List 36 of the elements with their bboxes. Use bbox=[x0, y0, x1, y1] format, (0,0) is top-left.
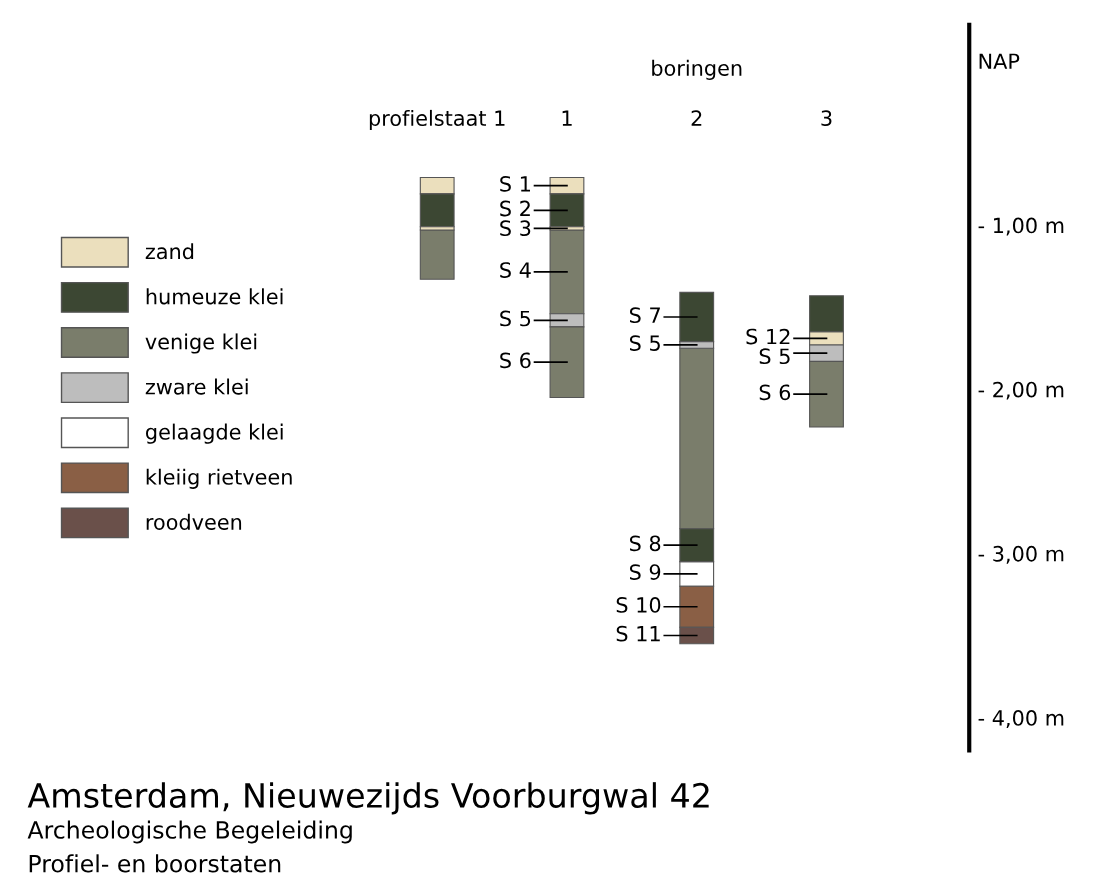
y-tick-label: - 2,00 m bbox=[978, 381, 1064, 400]
text: Archeologische Begeleiding bbox=[27, 820, 352, 844]
text: Profiel- en boorstaten bbox=[29, 854, 281, 873]
annotation: S 2 bbox=[500, 200, 530, 217]
legend-label: roodveen bbox=[146, 513, 242, 530]
y-tick-label: - 4,00 m bbox=[978, 710, 1064, 728]
annotation: S 10 bbox=[616, 597, 661, 613]
annotation: S 7 bbox=[629, 307, 660, 324]
y-tick-label: - 3,00 m bbox=[978, 545, 1064, 564]
annotation: S 5 bbox=[759, 348, 790, 365]
annotation: S 5 bbox=[629, 335, 660, 351]
bar bbox=[419, 229, 455, 280]
x-tick-label: 1 bbox=[562, 110, 572, 126]
y-tick-label: NAP bbox=[979, 53, 1020, 69]
annotation: S 3 bbox=[500, 220, 531, 237]
annotation: S 5 bbox=[500, 310, 531, 327]
x-axis-title: boringen bbox=[652, 59, 742, 80]
x-tick-label: 3 bbox=[821, 110, 832, 127]
legend-label: gelaagde klei bbox=[146, 423, 283, 444]
annotation: S 12 bbox=[746, 328, 790, 345]
annotation: S 6 bbox=[759, 384, 791, 401]
legend-label: kleiig rietveen bbox=[146, 468, 292, 489]
legend-label: venige klei bbox=[145, 333, 257, 354]
annotation: S 1 bbox=[500, 175, 530, 192]
x-tick-label: 2 bbox=[691, 110, 702, 126]
annotation: S 6 bbox=[500, 352, 531, 369]
annotation: S 4 bbox=[500, 262, 531, 278]
annotation: S 9 bbox=[629, 564, 661, 580]
y-tick-label: - 1,00 m bbox=[978, 217, 1064, 236]
annotation: S 11 bbox=[616, 625, 660, 642]
legend-label: zand bbox=[145, 243, 194, 260]
legend-label: humeuze klei bbox=[146, 288, 283, 305]
text: Amsterdam, Nieuwezijds Voorburgwal 42 bbox=[27, 782, 709, 815]
legend-label: zware klei bbox=[145, 378, 248, 395]
annotation: S 8 bbox=[629, 535, 661, 552]
x-tick-label: profielstaat 1 bbox=[369, 109, 505, 131]
